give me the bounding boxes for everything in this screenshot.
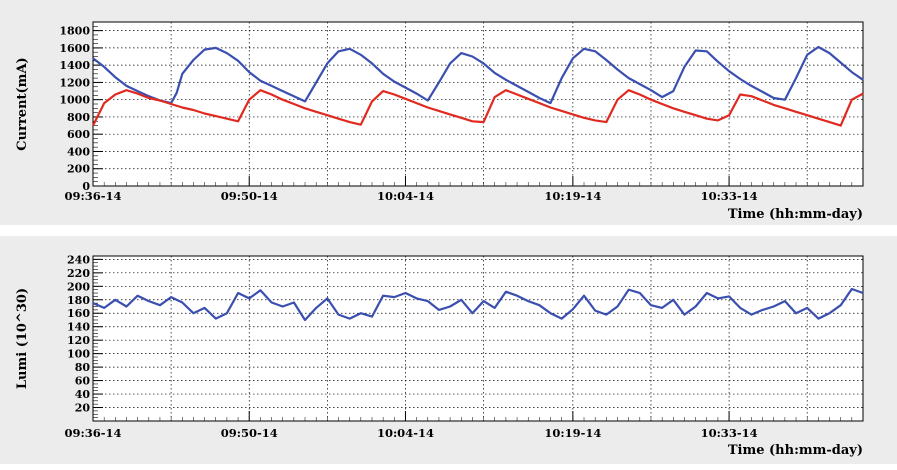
x-tick-label: 09:50-14 [221,189,278,203]
y-tick-label: 140 [67,321,90,334]
y-tick-label: 80 [75,361,91,374]
y-tick-label: 200 [67,163,90,176]
x-tick-label: 10:04-14 [377,426,434,440]
x-tick-label: 10:19-14 [544,426,601,440]
y-tick-label: 800 [67,111,90,124]
x-axis-label: Time (hh:mm-day) [728,207,863,222]
chart-panel-1: 0 200 400 600 800 1000 1200 1400 1600 1800 09:36-1… [0,0,897,225]
y-tick-label: 200 [67,280,90,293]
y-tick-label: 1600 [59,42,90,55]
x-axis-label: Time (hh:mm-day) [728,443,863,458]
x-tick-label: 09:36-14 [64,426,121,440]
series-line-2 [92,89,864,127]
x-tick-label: 10:19-14 [544,189,601,203]
y-tick-label: 220 [67,267,90,280]
y-tick-label: 120 [67,334,90,347]
x-tick-label: 10:33-14 [701,426,758,440]
x-tick-label: 09:50-14 [221,426,278,440]
x-tick-label: 09:36-14 [64,189,121,203]
y-tick-label: 160 [67,307,90,320]
plot-area [92,255,864,422]
y-tick-label: 240 [67,253,90,266]
y-tick-label: 1000 [59,94,90,107]
y-tick-label: 180 [67,294,90,307]
y-tick-label: 60 [75,375,91,388]
y-tick-label: 1800 [59,25,90,38]
y-tick-label: 0 [82,180,90,193]
y-tick-label: 400 [67,145,90,158]
y-tick-label: 40 [75,388,91,401]
y-axis-label: Current(mA) [15,57,30,150]
x-tick-label: 10:33-14 [701,189,758,203]
y-tick-label: 1400 [59,59,90,72]
series-line-1 [92,287,864,322]
y-tick-label: 20 [75,402,91,415]
series-line-1 [92,45,864,105]
x-tick-label: 10:04-14 [377,189,434,203]
y-axis-label: Lumi (10^30) [15,288,30,389]
y-tick-label: 100 [67,348,90,361]
y-tick-label: 1200 [59,76,90,89]
y-tick-label: 600 [67,128,90,141]
plot-area [92,21,864,187]
